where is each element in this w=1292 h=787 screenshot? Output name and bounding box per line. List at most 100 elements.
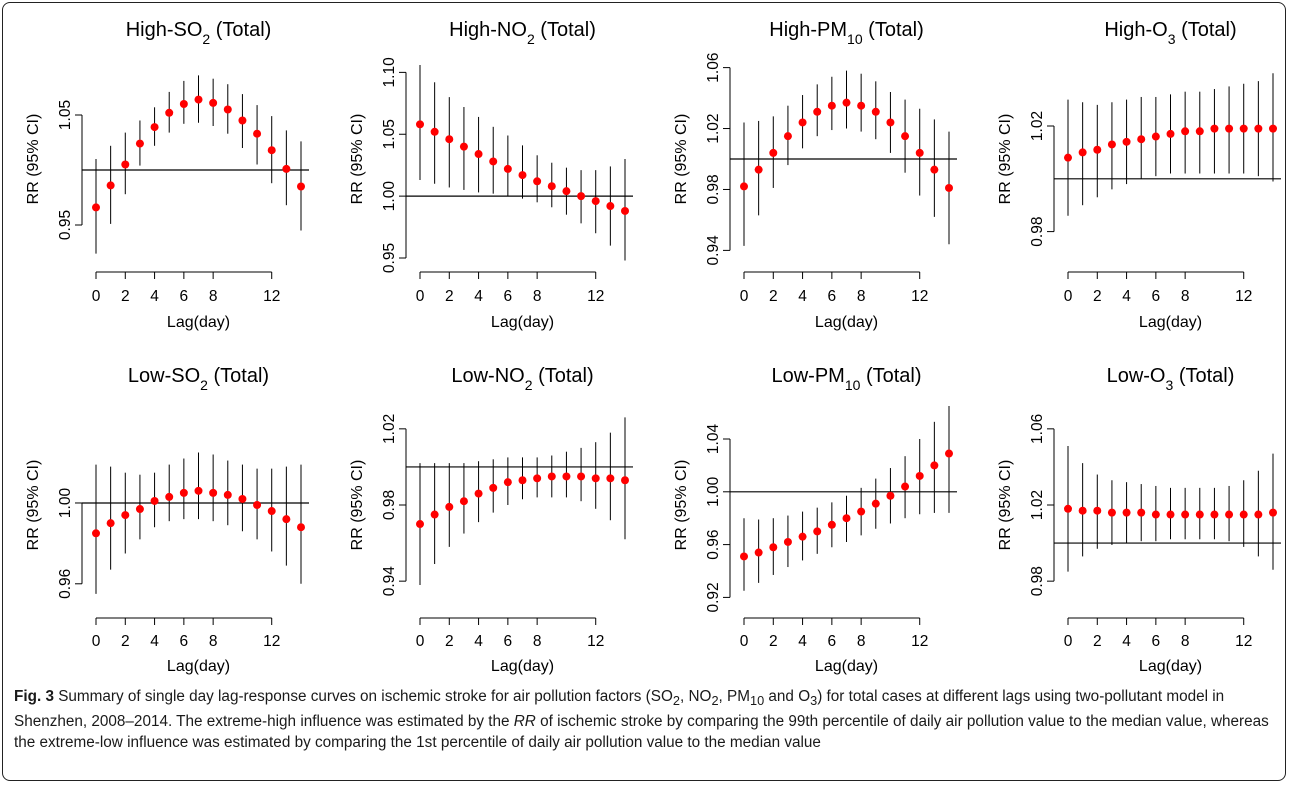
rr-point bbox=[194, 486, 203, 495]
x-tick-label: 12 bbox=[263, 288, 280, 305]
rr-point bbox=[798, 532, 807, 541]
y-tick-label: 0.98 bbox=[705, 174, 722, 204]
y-tick-label: 1.02 bbox=[381, 414, 398, 444]
rr-point bbox=[769, 148, 778, 157]
rr-point bbox=[106, 181, 115, 190]
x-tick-label: 2 bbox=[1093, 633, 1102, 650]
rr-point bbox=[857, 507, 866, 516]
rr-point bbox=[150, 496, 159, 505]
rr-point bbox=[1078, 148, 1087, 157]
rr-point bbox=[740, 182, 748, 191]
rr-point bbox=[489, 157, 498, 166]
rr-point bbox=[416, 520, 424, 529]
x-tick-label: 6 bbox=[180, 633, 189, 650]
y-tick-label: 1.02 bbox=[1029, 111, 1046, 141]
rr-point bbox=[238, 494, 247, 503]
x-tick-label: 2 bbox=[1093, 288, 1102, 305]
rr-point bbox=[533, 177, 542, 186]
rr-point bbox=[445, 135, 454, 144]
x-tick-label: 6 bbox=[504, 633, 513, 650]
rr-point bbox=[179, 100, 188, 108]
panel-title: High-PM10 (Total) bbox=[769, 19, 924, 47]
chart-panel: Low-O3 (Total) 0.98 1.02 1.06 RR (95% CI) 0 2 4… bbox=[997, 365, 1281, 675]
rr-point bbox=[769, 543, 778, 552]
x-axis-title: Lag(day) bbox=[491, 314, 554, 331]
y-axis-title: RR (95% CI) bbox=[25, 460, 42, 551]
y-tick-label: 0.94 bbox=[705, 235, 722, 266]
panel-title: Low-SO2 (Total) bbox=[128, 365, 269, 393]
rr-point bbox=[194, 95, 203, 104]
x-tick-label: 4 bbox=[150, 633, 159, 650]
rr-point bbox=[1195, 510, 1204, 519]
rr-point bbox=[1166, 129, 1175, 138]
y-tick-label: 0.98 bbox=[1029, 566, 1046, 596]
rr-point bbox=[1078, 506, 1087, 515]
rr-point bbox=[135, 139, 144, 148]
x-tick-label: 12 bbox=[263, 633, 280, 650]
rr-point bbox=[915, 148, 924, 157]
figure-caption: Fig. 3 Summary of single day lag-respons… bbox=[14, 686, 1276, 753]
rr-point bbox=[135, 505, 144, 514]
chart-panel: High-PM10 (Total) 0.94 0.98 1.02 1.06 RR (95%… bbox=[673, 19, 957, 331]
x-tick-label: 12 bbox=[911, 633, 928, 650]
rr-point bbox=[297, 523, 305, 532]
x-tick-label: 0 bbox=[1064, 633, 1073, 650]
x-tick-label: 2 bbox=[121, 288, 130, 305]
rr-point bbox=[945, 183, 953, 192]
rr-point bbox=[547, 472, 556, 481]
rr-point bbox=[754, 165, 763, 174]
rr-point bbox=[1064, 153, 1072, 162]
rr-point bbox=[1210, 510, 1219, 519]
panel-title: High-SO2 (Total) bbox=[126, 19, 272, 47]
x-axis-title: Lag(day) bbox=[167, 658, 230, 675]
x-tick-label: 0 bbox=[1064, 288, 1073, 305]
x-tick-label: 8 bbox=[533, 288, 542, 305]
rr-point bbox=[179, 488, 188, 497]
x-axis-title: Lag(day) bbox=[815, 658, 878, 675]
x-tick-label: 6 bbox=[828, 288, 837, 305]
rr-point bbox=[474, 489, 483, 498]
chart-panel: Low-PM10 (Total) 0.92 0.96 1.00 1.04 RR (95% … bbox=[673, 365, 957, 675]
rr-point bbox=[798, 118, 807, 127]
rr-point bbox=[1269, 508, 1277, 517]
y-tick-label: 1.06 bbox=[1029, 414, 1046, 444]
rr-point bbox=[267, 507, 276, 516]
y-tick-label: 1.04 bbox=[705, 424, 722, 455]
x-axis-title: Lag(day) bbox=[1139, 658, 1202, 675]
x-tick-label: 6 bbox=[180, 288, 189, 305]
rr-point bbox=[430, 510, 439, 519]
rr-point bbox=[842, 514, 851, 523]
rr-point bbox=[591, 474, 600, 483]
y-axis-title: RR (95% CI) bbox=[349, 460, 366, 551]
x-tick-label: 0 bbox=[740, 288, 749, 305]
x-tick-label: 6 bbox=[828, 633, 837, 650]
rr-point bbox=[754, 548, 763, 557]
x-tick-label: 8 bbox=[857, 288, 866, 305]
rr-point bbox=[1093, 145, 1102, 154]
y-tick-label: 0.94 bbox=[381, 566, 398, 597]
rr-point bbox=[1269, 124, 1277, 133]
x-tick-label: 12 bbox=[587, 633, 604, 650]
x-tick-label: 0 bbox=[92, 633, 101, 650]
rr-point bbox=[1239, 510, 1248, 519]
rr-point bbox=[282, 515, 291, 524]
caption-text: Summary of single day lag-response curve… bbox=[14, 688, 1269, 752]
x-tick-label: 0 bbox=[92, 288, 101, 305]
chart-panel: High-NO2 (Total) 0.95 1.00 1.05 1.10 RR (95% … bbox=[349, 19, 633, 331]
rr-point bbox=[1225, 510, 1234, 519]
rr-point bbox=[886, 491, 895, 500]
rr-point bbox=[1107, 140, 1116, 149]
x-tick-label: 4 bbox=[474, 288, 483, 305]
rr-point bbox=[740, 552, 748, 561]
rr-point bbox=[827, 520, 836, 529]
rr-point bbox=[518, 476, 527, 485]
rr-point bbox=[267, 146, 276, 155]
x-tick-label: 4 bbox=[798, 633, 807, 650]
rr-point bbox=[901, 482, 910, 491]
rr-point bbox=[489, 483, 498, 492]
rr-point bbox=[915, 471, 924, 480]
rr-point bbox=[621, 206, 629, 215]
rr-point bbox=[150, 123, 159, 132]
rr-point bbox=[223, 490, 232, 499]
